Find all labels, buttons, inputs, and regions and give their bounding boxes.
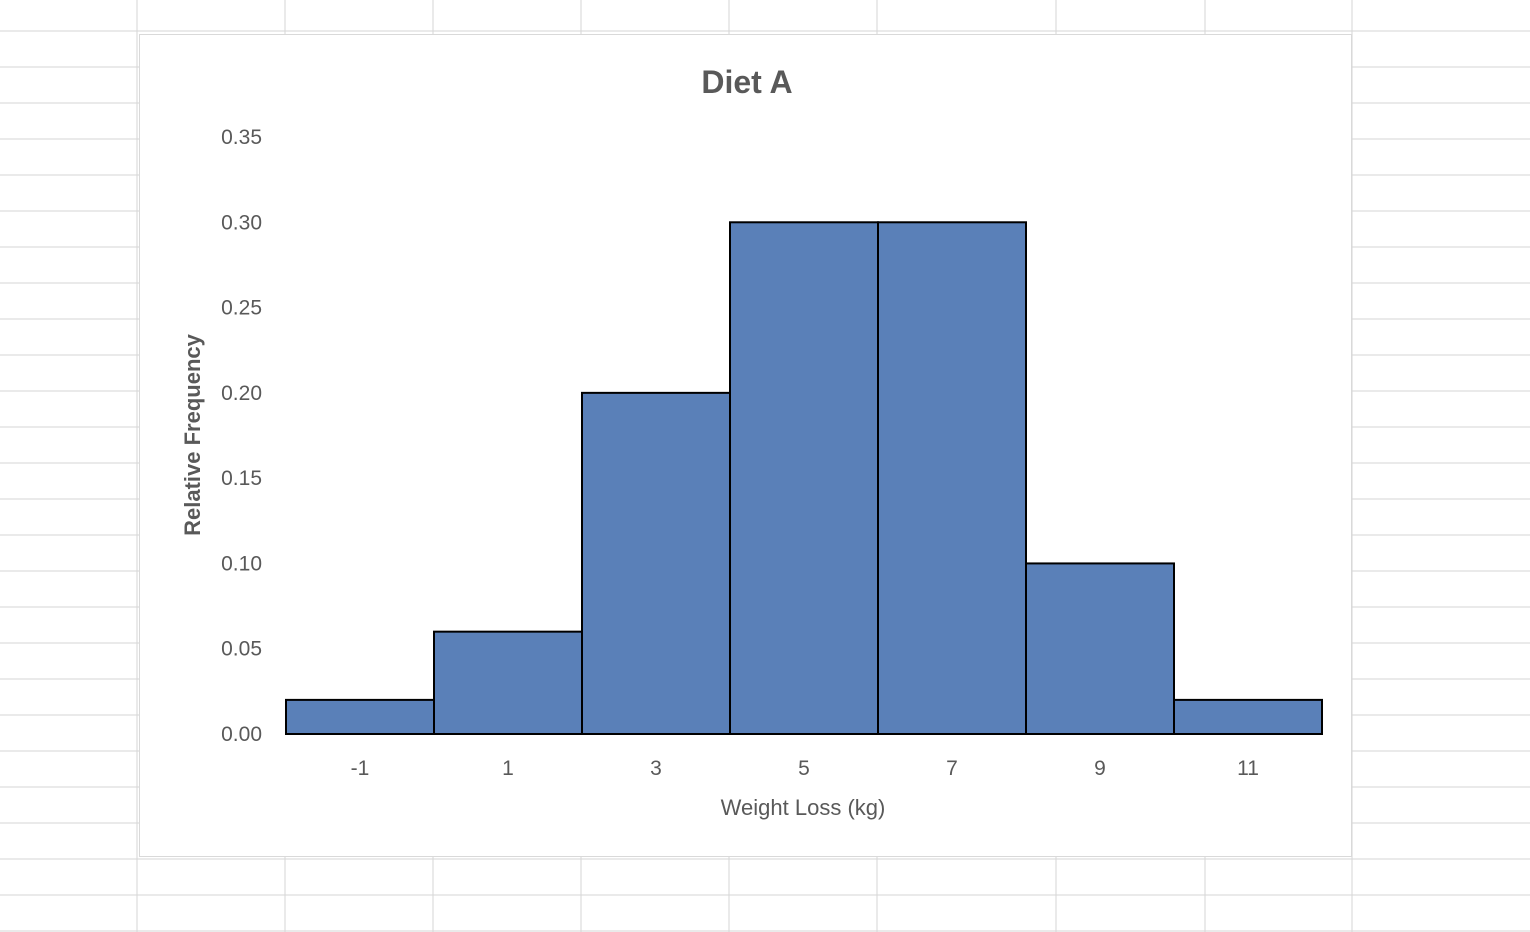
x-tick-label: 3 [650,757,662,780]
histogram-chart: Diet A 0.000.050.100.150.200.250.300.35 … [180,64,1323,820]
bar-5[interactable] [729,221,879,736]
bar--1[interactable] [285,698,435,736]
y-tick-label: 0.05 [221,638,262,661]
bars-group [285,221,1323,736]
x-axis-title: Weight Loss (kg) [721,795,886,820]
x-tick-label: 9 [1094,757,1106,780]
x-tick-label: 1 [502,757,514,780]
x-tick-label: 7 [946,757,958,780]
bar-11[interactable] [1173,698,1323,736]
y-tick-label: 0.35 [221,126,262,149]
x-tick-label: 5 [798,757,810,780]
chart-title: Diet A [701,64,792,100]
y-tick-labels: 0.00 0.05 0.10 0.15 0.20 0.25 0.30 0.35 [221,126,262,746]
y-tick-label: 0.10 [221,552,262,575]
y-tick-label: 0.25 [221,297,262,320]
y-tick-label: 0.30 [221,211,262,234]
bar-1[interactable] [433,630,583,736]
x-tick-label: 11 [1237,757,1259,780]
x-tick-labels: -1 1 3 5 7 9 11 [351,757,1259,780]
y-axis-title: Relative Frequency [180,333,205,536]
bar-3[interactable] [581,391,731,735]
y-tick-label: 0.15 [221,467,262,490]
y-tick-label: 0.20 [221,382,262,405]
y-tick-label: 0.00 [221,723,262,746]
x-tick-label: -1 [351,757,370,780]
bar-7[interactable] [877,221,1027,736]
chart-area[interactable]: Diet A 0.00 0.05 0.10 0.15 0.20 0.25 0.30 0.35 … [139,34,1352,857]
bar-9[interactable] [1025,562,1175,736]
